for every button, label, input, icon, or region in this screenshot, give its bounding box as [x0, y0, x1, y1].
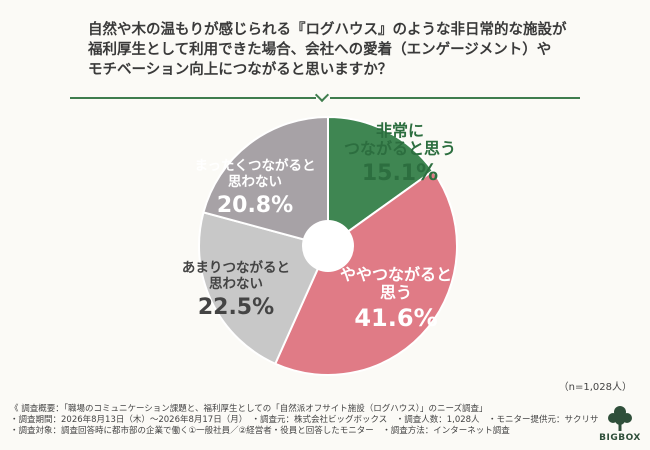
question-line-2: 福利厚生として利用できた場合、会社への愛着（エンゲージメント）や — [88, 42, 552, 58]
pie-center-hole — [302, 220, 354, 272]
pie-slice-1 — [327, 115, 435, 248]
tree-icon — [608, 406, 632, 431]
slice-label-3-line-1: あまりつながると — [182, 259, 290, 276]
slice-label-1-line-2: つながると思う — [344, 139, 456, 158]
pie-slice-2 — [273, 169, 458, 376]
slice-value-2: 41.6% — [354, 304, 437, 332]
footer-line-3: ・調査対象：調査回答時に都市部の企業で働く①一般社員／②経営者・役員と回答したモ… — [10, 426, 510, 436]
slice-label-2-line-2: 思う — [380, 283, 412, 302]
slice-label-1-line-1: 非常に — [376, 121, 424, 140]
slice-value-3: 22.5% — [198, 295, 274, 320]
footer-line-2: ・調査期間：2026年8月13日（木）～2026年8月17日（月） ・調査元：株… — [10, 415, 599, 425]
question-line-3: モチベーション向上につながると思いますか？ — [88, 62, 393, 78]
pie-chart: 非常につながると思う15.1%ややつながると思う41.6%あまりつながると思わな… — [182, 115, 458, 376]
footer-line-1: 《 調査概要：「職場のコミュニケーション課題と、福利厚生としての「自然派オフサイ… — [10, 404, 488, 414]
slice-value-4: 20.8% — [217, 193, 293, 218]
pie-slice-3 — [198, 211, 330, 366]
slice-label-4-line-2: 思わない — [228, 174, 282, 190]
divider-notch — [316, 92, 330, 102]
sample-size: （n=1,028人） — [558, 382, 632, 393]
survey-question: 自然や木の温もりが感じられる『ログハウス』のような非日常的な施設が 福利厚生とし… — [88, 20, 608, 80]
slice-value-1: 15.1% — [362, 161, 438, 186]
bigbox-logo: BIGBOX — [596, 403, 644, 447]
survey-footer: 《 調査概要：「職場のコミュニケーション課題と、福利厚生としての「自然派オフサイ… — [10, 404, 599, 437]
slice-label-3-line-2: 思わない — [209, 276, 263, 292]
question-line-1: 自然や木の温もりが感じられる『ログハウス』のような非日常的な施設が — [88, 22, 567, 38]
slice-label-2-line-1: ややつながると — [340, 265, 452, 284]
pie-slice-4 — [202, 115, 329, 248]
slice-label-4-line-1: まったくつながると — [195, 157, 316, 174]
logo-text: BIGBOX — [599, 433, 641, 443]
